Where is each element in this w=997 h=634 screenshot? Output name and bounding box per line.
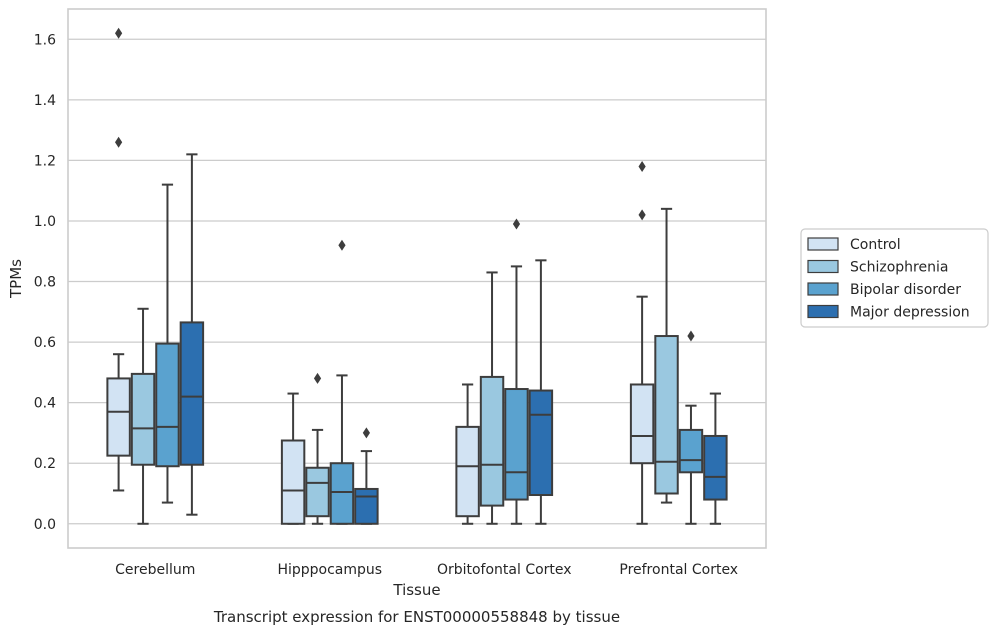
outlier-point bbox=[512, 218, 521, 230]
iqr-box bbox=[678, 428, 704, 474]
box-major-depression bbox=[703, 392, 728, 525]
box-control bbox=[106, 27, 131, 492]
x-tick-label: Orbitofontal Cortex bbox=[437, 562, 572, 578]
box-schizophrenia bbox=[130, 307, 156, 525]
legend-label: Bipolar disorder bbox=[850, 282, 961, 298]
plot-frame bbox=[67, 8, 767, 549]
legend-swatch bbox=[807, 304, 839, 319]
box-schizophrenia bbox=[479, 271, 505, 525]
iqr-box bbox=[528, 389, 554, 497]
box-bipolar-disorder bbox=[678, 330, 704, 525]
iqr-box bbox=[106, 377, 131, 457]
iqr-box bbox=[354, 487, 379, 525]
outlier-point bbox=[313, 372, 322, 384]
legend-label: Major depression bbox=[850, 305, 970, 321]
iqr-box bbox=[654, 335, 679, 495]
x-tick-label: Prefrontal Cortex bbox=[619, 562, 738, 578]
box-bipolar-disorder bbox=[504, 218, 529, 525]
box-major-depression bbox=[179, 153, 205, 516]
legend-swatch bbox=[807, 282, 839, 296]
box-control bbox=[280, 392, 306, 525]
outlier-point bbox=[115, 136, 123, 148]
box-control bbox=[629, 160, 655, 525]
box-groups bbox=[106, 27, 728, 525]
box-schizophrenia bbox=[305, 372, 330, 525]
iqr-box bbox=[455, 425, 480, 518]
legend: Control Schizophrenia Bipolar disorder Majo… bbox=[800, 228, 989, 328]
iqr-box bbox=[703, 434, 728, 501]
iqr-box bbox=[479, 375, 505, 507]
y-tick-label: 1.0 bbox=[34, 214, 56, 230]
y-axis-ticks: 0.0 0.2 0.4 0.6 0.8 1.0 1.2 1.4 1.6 bbox=[34, 32, 56, 532]
y-tick-label: 0.4 bbox=[34, 396, 56, 412]
x-axis-label: Tissue bbox=[392, 581, 440, 599]
y-tick-label: 1.2 bbox=[34, 153, 56, 169]
chart-caption: Transcript expression for ENST0000055884… bbox=[213, 608, 620, 626]
legend-swatch bbox=[807, 237, 839, 251]
box-bipolar-disorder bbox=[329, 239, 355, 525]
x-tick-label: Cerebellum bbox=[115, 562, 195, 578]
y-tick-label: 0.0 bbox=[34, 517, 56, 533]
outlier-point bbox=[115, 27, 123, 39]
y-tick-label: 0.2 bbox=[34, 456, 56, 472]
iqr-box bbox=[629, 383, 655, 465]
iqr-box bbox=[179, 321, 205, 466]
iqr-box bbox=[305, 466, 330, 518]
box-major-depression bbox=[528, 259, 554, 525]
y-tick-label: 0.8 bbox=[34, 275, 56, 291]
box-major-depression bbox=[354, 427, 379, 525]
iqr-box bbox=[155, 342, 180, 468]
x-axis-ticks: Cerebellum Hipppocampus Orbitofontal Corte… bbox=[115, 562, 738, 578]
outlier-point bbox=[338, 239, 346, 251]
y-tick-label: 1.4 bbox=[34, 93, 56, 109]
outlier-point bbox=[638, 160, 646, 172]
iqr-box bbox=[280, 439, 306, 525]
y-axis-label: TPMs bbox=[7, 259, 25, 299]
box-schizophrenia bbox=[654, 207, 679, 504]
outlier-point bbox=[687, 330, 695, 342]
box-control bbox=[455, 383, 480, 525]
iqr-box bbox=[329, 462, 355, 525]
y-tick-label: 1.6 bbox=[34, 32, 56, 48]
legend-swatch bbox=[807, 259, 839, 274]
box-bipolar-disorder bbox=[155, 183, 180, 504]
x-tick-label: Hipppocampus bbox=[277, 562, 382, 578]
iqr-box bbox=[504, 388, 529, 501]
outlier-point bbox=[362, 427, 370, 439]
outlier-point bbox=[638, 209, 646, 221]
legend-label: Schizophrenia bbox=[850, 260, 948, 276]
y-tick-label: 0.6 bbox=[34, 335, 56, 351]
iqr-box bbox=[130, 372, 156, 466]
legend-label: Control bbox=[850, 237, 901, 253]
legend-frame bbox=[800, 228, 989, 328]
